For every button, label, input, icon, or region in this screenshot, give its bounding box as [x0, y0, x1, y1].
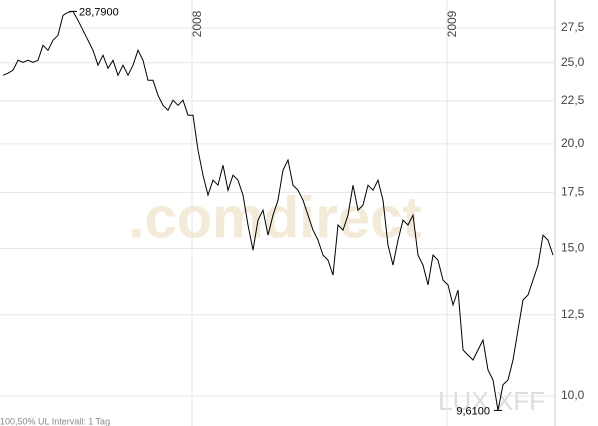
low-label: 9,6100 [456, 405, 490, 417]
y-tick-label: 10,0 [561, 388, 585, 402]
watermark: .comdirect [128, 185, 421, 250]
source-label: LUX XFF [438, 386, 545, 416]
y-tick-label: 20,0 [561, 136, 585, 150]
y-tick-label: 25,0 [561, 55, 585, 69]
price-line [2, 10, 554, 411]
x-tick-label: 2008 [190, 10, 204, 37]
y-tick-label: 22,5 [561, 93, 585, 107]
y-tick-label: 27,5 [561, 20, 585, 34]
x-tick-label: 2009 [445, 10, 459, 37]
y-tick-label: 12,5 [561, 307, 585, 321]
y-tick-label: 17,5 [561, 185, 585, 199]
y-tick-label: 15,0 [561, 241, 585, 255]
high-label: 28,7900 [79, 6, 119, 18]
footer: 100,50% UL Intervall: 1 Tag [0, 416, 110, 426]
